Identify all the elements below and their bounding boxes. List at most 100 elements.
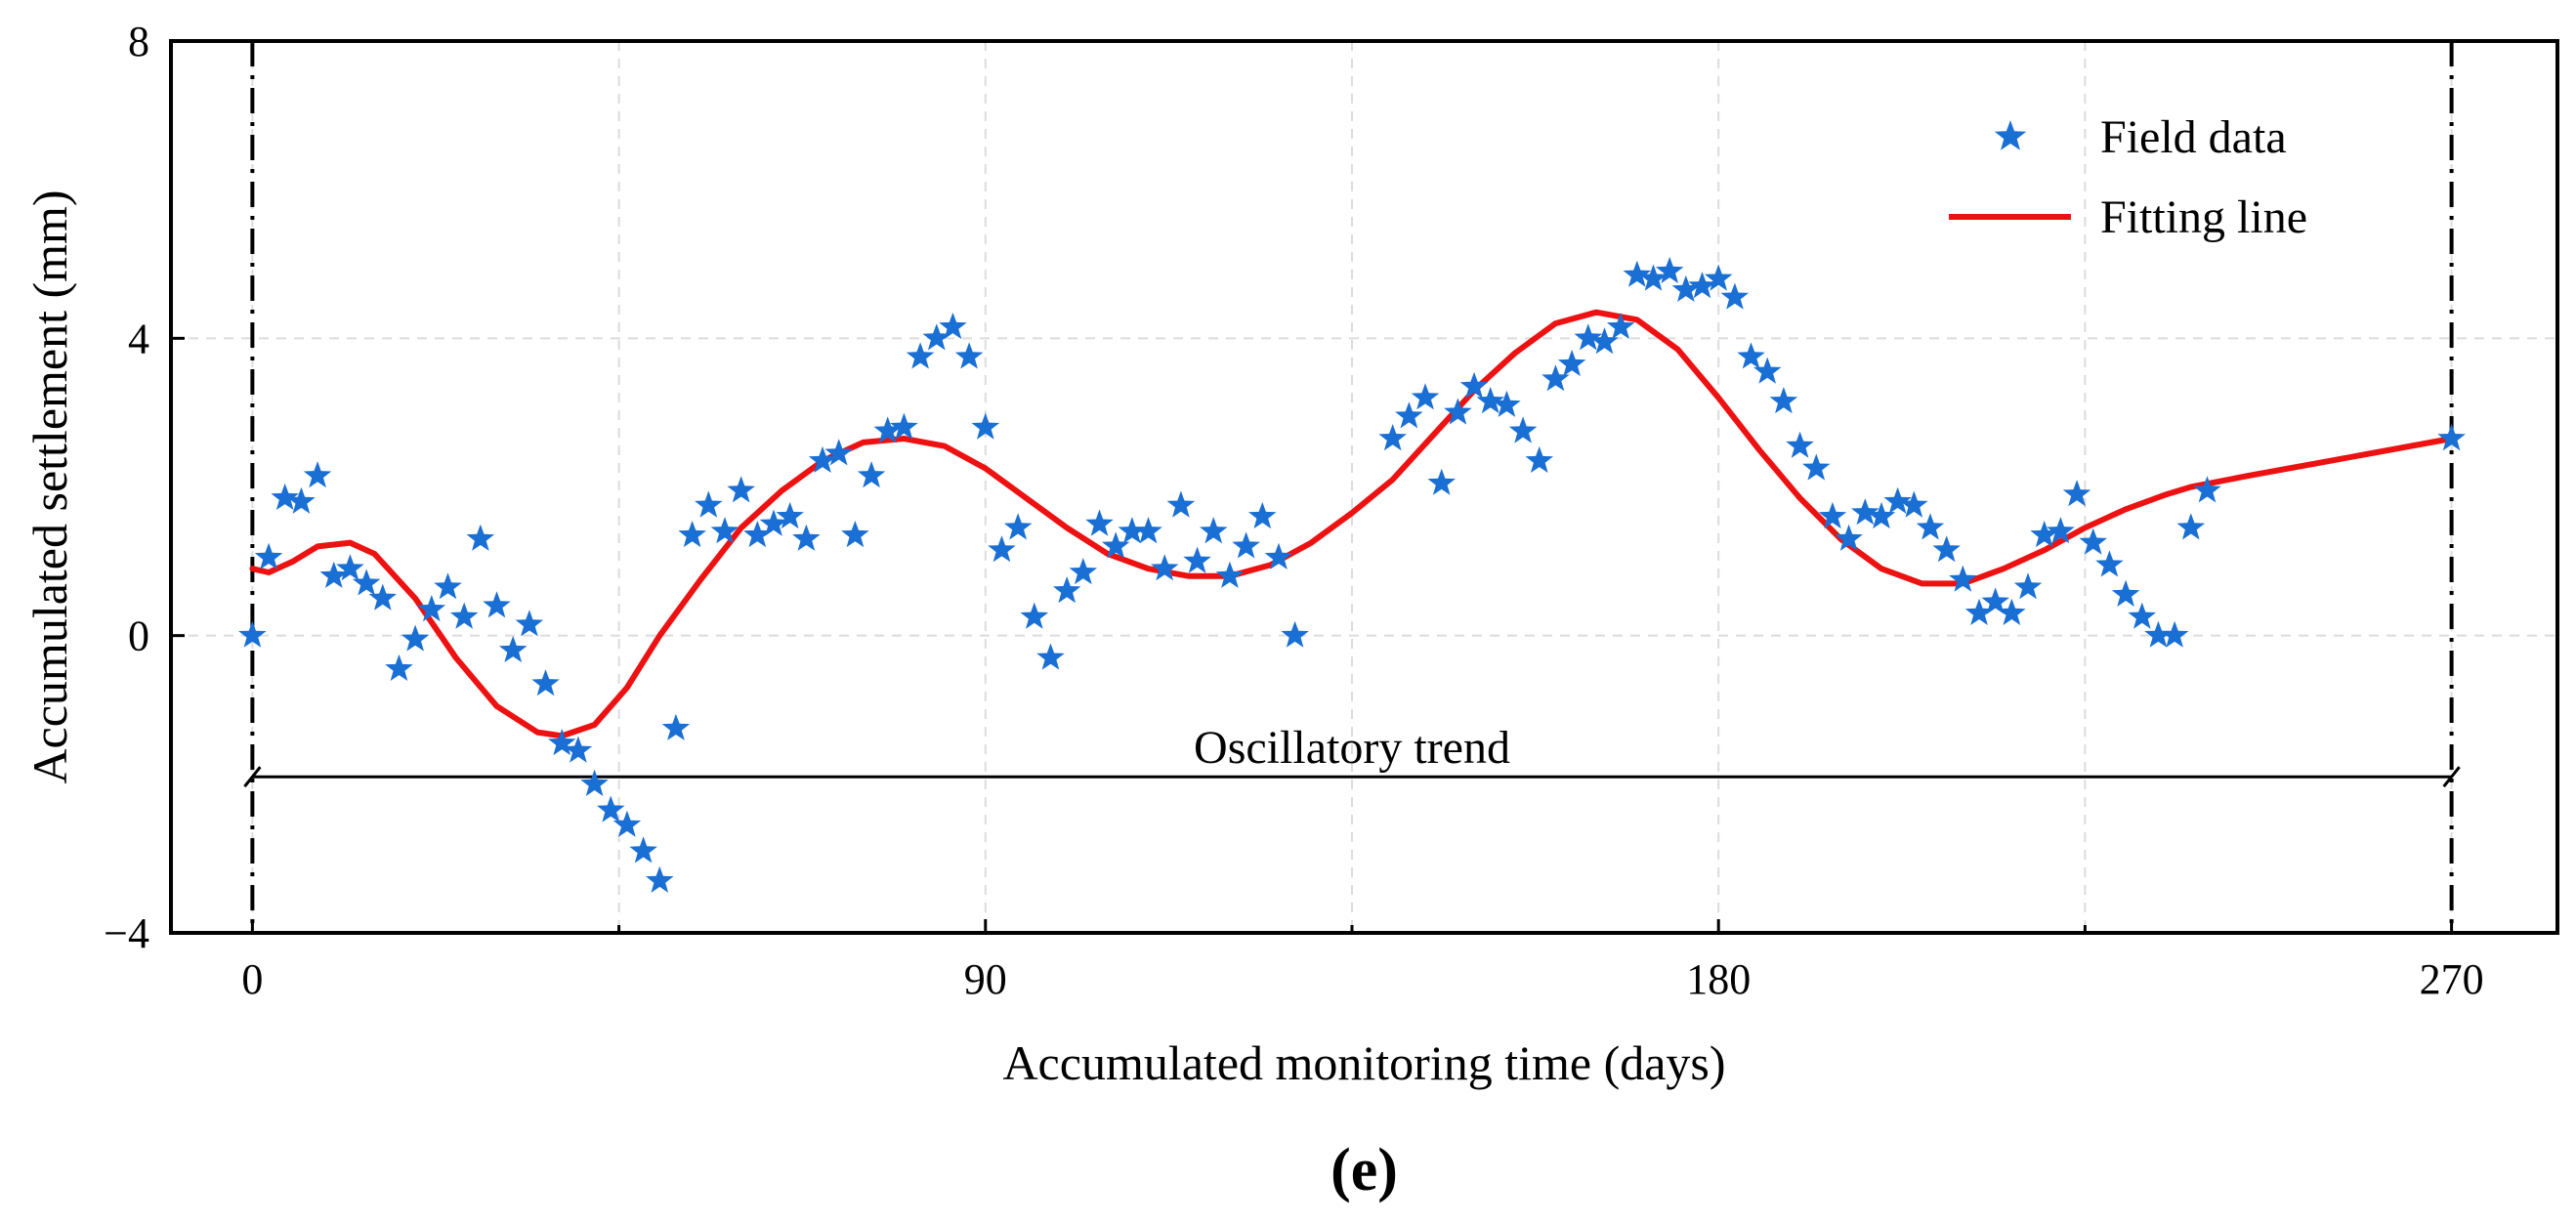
data-point xyxy=(1835,524,1863,551)
x-tick-labels: 0 90 180 270 xyxy=(241,955,2483,1003)
data-point xyxy=(727,476,755,503)
data-point xyxy=(1557,350,1586,377)
data-point xyxy=(661,713,691,740)
data-point xyxy=(564,736,593,763)
data-point xyxy=(1981,587,2009,614)
data-point xyxy=(1525,445,1553,473)
y-tick-label: 4 xyxy=(128,315,149,362)
data-point xyxy=(743,521,772,548)
data-point xyxy=(303,461,332,488)
data-point xyxy=(498,635,528,662)
data-point xyxy=(1541,364,1570,392)
legend-label-field-data: Field data xyxy=(2100,111,2287,163)
data-point xyxy=(336,554,364,581)
data-point xyxy=(580,769,609,796)
data-point xyxy=(1248,501,1277,529)
data-point xyxy=(385,654,413,681)
phase-boundaries xyxy=(250,41,2454,933)
data-point xyxy=(1493,390,1521,417)
data-point xyxy=(1003,513,1033,540)
data-point xyxy=(2144,620,2173,648)
data-point xyxy=(466,524,495,551)
data-point xyxy=(1786,431,1814,458)
data-point xyxy=(1655,256,1684,283)
data-point xyxy=(1606,312,1635,340)
data-point xyxy=(1166,490,1196,518)
data-point xyxy=(710,517,739,544)
data-point xyxy=(1900,490,1928,518)
data-point xyxy=(1508,416,1538,443)
data-point xyxy=(1998,598,2026,625)
field-data-series xyxy=(238,256,2466,893)
y-tick-labels: −4 0 4 8 xyxy=(104,18,149,957)
data-point xyxy=(1101,531,1130,559)
data-point xyxy=(1574,323,1603,351)
data-point xyxy=(434,572,462,600)
data-point xyxy=(401,624,430,652)
data-point xyxy=(1867,501,1896,529)
data-point xyxy=(629,836,657,864)
data-point xyxy=(1949,565,1977,592)
data-point xyxy=(1281,620,1309,648)
data-point xyxy=(971,412,1000,440)
data-point xyxy=(695,490,723,518)
data-point xyxy=(271,483,299,510)
x-tick-label: 90 xyxy=(964,955,1007,1003)
data-point xyxy=(1802,453,1831,481)
trend-arrow-cap-left xyxy=(243,766,262,788)
data-point xyxy=(954,342,984,369)
y-axis-title: Accumulated settlement (mm) xyxy=(22,190,77,783)
x-tick-label: 180 xyxy=(1686,955,1751,1003)
x-tick-label: 0 xyxy=(241,955,263,1003)
data-point xyxy=(988,535,1016,563)
data-point xyxy=(1883,486,1912,514)
data-point xyxy=(531,669,560,696)
data-point xyxy=(2193,476,2221,503)
annotation-text: Oscillatory trend xyxy=(1194,722,1510,774)
data-point xyxy=(449,602,479,629)
data-point xyxy=(548,729,576,756)
legend-label-fitting-line: Fitting line xyxy=(2100,191,2307,243)
data-point xyxy=(890,412,918,440)
data-point xyxy=(922,323,950,351)
data-point xyxy=(1118,517,1147,544)
data-point xyxy=(1688,272,1716,299)
data-point xyxy=(1264,542,1293,569)
data-point xyxy=(1395,401,1423,429)
data-point xyxy=(368,583,398,611)
data-point xyxy=(1851,498,1879,526)
data-point xyxy=(1964,598,1994,625)
data-point xyxy=(287,486,316,514)
data-point xyxy=(2013,572,2043,600)
data-point xyxy=(776,501,804,529)
data-point xyxy=(1459,371,1489,399)
axis-ticks xyxy=(171,39,2454,935)
data-point xyxy=(597,795,625,822)
panel-label: (e) xyxy=(1330,1137,1398,1203)
data-point xyxy=(2111,579,2140,607)
data-point xyxy=(1639,264,1668,291)
data-point xyxy=(2176,513,2206,540)
data-point xyxy=(792,524,821,551)
y-tick-label: −4 xyxy=(104,909,149,957)
data-point xyxy=(1704,264,1733,291)
plot-frame xyxy=(169,39,2559,935)
data-point xyxy=(1411,383,1440,410)
data-point xyxy=(515,610,544,637)
y-tick-label: 8 xyxy=(128,18,149,65)
data-point xyxy=(2062,480,2091,507)
data-point xyxy=(678,521,706,548)
data-point xyxy=(1590,327,1619,355)
data-point xyxy=(612,810,642,837)
data-point xyxy=(1036,643,1065,670)
data-point xyxy=(1671,274,1701,302)
data-point xyxy=(1737,342,1765,369)
data-point xyxy=(1134,517,1162,544)
data-point xyxy=(2437,424,2466,451)
data-point xyxy=(1444,398,1472,425)
data-point xyxy=(1476,387,1504,414)
trend-annotation: Oscillatory trend xyxy=(243,722,2461,788)
data-point xyxy=(1020,602,1049,629)
